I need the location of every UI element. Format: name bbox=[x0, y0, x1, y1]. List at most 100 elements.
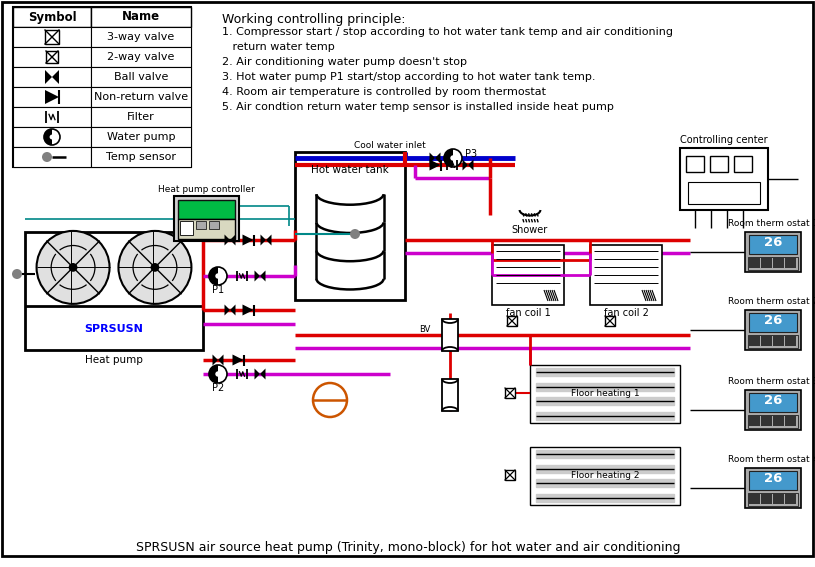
Bar bbox=[761, 494, 772, 503]
Bar bbox=[91, 47, 191, 67]
Bar bbox=[492, 245, 564, 305]
Bar bbox=[749, 471, 797, 490]
Bar bbox=[749, 313, 797, 332]
Text: Room therm ostat 3: Room therm ostat 3 bbox=[728, 378, 815, 387]
Bar bbox=[785, 258, 795, 268]
Bar bbox=[13, 87, 91, 107]
Polygon shape bbox=[430, 153, 440, 163]
Text: Ball valve: Ball valve bbox=[114, 72, 168, 82]
Circle shape bbox=[37, 231, 109, 304]
Polygon shape bbox=[536, 450, 674, 458]
Text: Room therm ostat 2: Room therm ostat 2 bbox=[728, 298, 815, 307]
Text: Heat pump: Heat pump bbox=[85, 355, 143, 365]
Bar bbox=[295, 152, 405, 300]
Bar bbox=[749, 416, 760, 426]
Circle shape bbox=[68, 263, 77, 272]
Bar bbox=[91, 107, 191, 127]
Wedge shape bbox=[444, 149, 453, 167]
Text: BV: BV bbox=[419, 325, 430, 335]
Bar bbox=[761, 336, 772, 346]
Bar bbox=[734, 156, 752, 172]
Polygon shape bbox=[45, 90, 59, 104]
Bar bbox=[91, 27, 191, 47]
Bar bbox=[785, 416, 795, 426]
Circle shape bbox=[444, 149, 462, 167]
Polygon shape bbox=[45, 70, 59, 84]
Text: Shower: Shower bbox=[512, 225, 548, 235]
Polygon shape bbox=[536, 465, 674, 473]
Circle shape bbox=[118, 231, 192, 304]
Polygon shape bbox=[232, 354, 244, 366]
Polygon shape bbox=[536, 479, 674, 487]
Bar bbox=[505, 470, 515, 480]
Text: 3-way valve: 3-way valve bbox=[108, 32, 174, 42]
Bar bbox=[773, 258, 783, 268]
Polygon shape bbox=[536, 368, 674, 376]
Bar bbox=[13, 127, 91, 147]
Text: 5. Air condtion return water temp sensor is installed inside heat pump: 5. Air condtion return water temp sensor… bbox=[222, 102, 614, 112]
Bar bbox=[13, 47, 91, 67]
Text: P3: P3 bbox=[465, 149, 477, 159]
Bar bbox=[688, 182, 760, 204]
Circle shape bbox=[12, 269, 22, 279]
Circle shape bbox=[215, 371, 221, 376]
Wedge shape bbox=[209, 267, 218, 285]
Text: 26: 26 bbox=[764, 394, 782, 407]
Text: Water pump: Water pump bbox=[107, 132, 175, 142]
Circle shape bbox=[215, 273, 221, 279]
Polygon shape bbox=[254, 270, 266, 281]
Circle shape bbox=[350, 229, 360, 239]
Bar bbox=[686, 156, 704, 172]
Polygon shape bbox=[536, 494, 674, 502]
Polygon shape bbox=[243, 304, 253, 315]
Bar bbox=[209, 221, 219, 229]
Text: 2. Air conditioning water pump doesn't stop: 2. Air conditioning water pump doesn't s… bbox=[222, 57, 467, 67]
Text: return water temp: return water temp bbox=[222, 42, 335, 52]
Circle shape bbox=[42, 152, 52, 162]
Bar bbox=[530, 447, 680, 505]
Text: Room therm ostat 1: Room therm ostat 1 bbox=[728, 219, 815, 229]
Bar bbox=[785, 494, 795, 503]
Circle shape bbox=[209, 267, 227, 285]
Wedge shape bbox=[44, 129, 52, 145]
Bar bbox=[749, 336, 760, 346]
Bar bbox=[749, 393, 797, 412]
Bar bbox=[749, 235, 797, 254]
Text: 1. Compressor start / stop according to hot water tank temp and air conditioning: 1. Compressor start / stop according to … bbox=[222, 27, 673, 37]
Text: Name: Name bbox=[122, 11, 160, 23]
Polygon shape bbox=[243, 235, 253, 246]
Bar bbox=[710, 156, 728, 172]
Circle shape bbox=[209, 365, 227, 383]
Text: Temp sensor: Temp sensor bbox=[106, 152, 176, 162]
Text: Symbol: Symbol bbox=[28, 11, 77, 23]
Bar bbox=[91, 127, 191, 147]
Bar bbox=[748, 257, 798, 270]
Text: Heat pump controller: Heat pump controller bbox=[158, 184, 255, 193]
Text: SPRSUSN air source heat pump (Trinity, mono-block) for hot water and air conditi: SPRSUSN air source heat pump (Trinity, m… bbox=[136, 541, 681, 555]
Polygon shape bbox=[213, 354, 223, 366]
Text: fan coil 2: fan coil 2 bbox=[604, 308, 649, 318]
Text: 3. Hot water pump P1 start/stop according to hot water tank temp.: 3. Hot water pump P1 start/stop accordin… bbox=[222, 72, 596, 82]
Polygon shape bbox=[462, 159, 474, 171]
Text: 26: 26 bbox=[764, 236, 782, 249]
Bar bbox=[13, 27, 91, 47]
Circle shape bbox=[451, 155, 456, 160]
Polygon shape bbox=[261, 235, 271, 246]
Bar bbox=[605, 316, 615, 326]
Bar bbox=[749, 258, 760, 268]
Bar bbox=[13, 107, 91, 127]
Bar bbox=[13, 7, 91, 27]
Bar bbox=[91, 87, 191, 107]
Bar bbox=[505, 388, 515, 398]
Text: Room therm ostat 4: Room therm ostat 4 bbox=[728, 455, 815, 464]
Polygon shape bbox=[536, 383, 674, 391]
Bar bbox=[745, 468, 801, 508]
Bar bbox=[178, 200, 235, 219]
Bar bbox=[773, 416, 783, 426]
Text: P2: P2 bbox=[212, 383, 224, 393]
Text: 4. Room air temperature is controlled by room thermostat: 4. Room air temperature is controlled by… bbox=[222, 87, 546, 97]
Bar bbox=[442, 319, 458, 351]
Wedge shape bbox=[209, 365, 218, 383]
Bar bbox=[196, 221, 206, 229]
Bar bbox=[46, 51, 58, 63]
